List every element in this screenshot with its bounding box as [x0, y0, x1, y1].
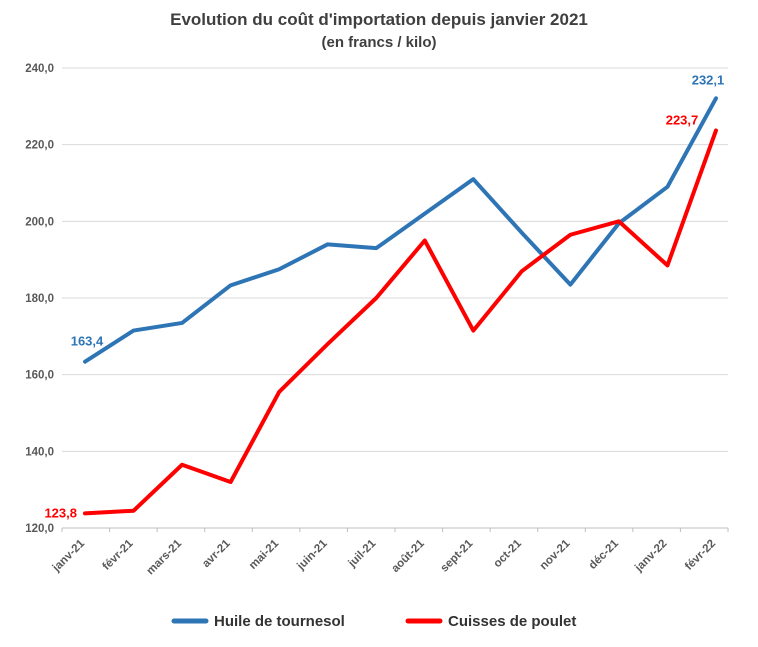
y-axis-labels: 120,0 140,0 160,0 180,0 200,0 220,0 240,0 — [25, 63, 54, 535]
x-tick-label: nov-21 — [538, 537, 573, 572]
legend-label: Huile de tournesol — [214, 613, 345, 630]
x-tick-label: janv-22 — [632, 538, 669, 575]
x-tick-label: juin-21 — [294, 537, 330, 573]
x-tick-label: févr-22 — [683, 538, 718, 573]
x-tick-label: sept-21 — [438, 537, 475, 574]
x-tick-label: août-21 — [389, 537, 427, 575]
y-tick-label: 220,0 — [25, 140, 54, 152]
x-axis-labels: janv-21 févr-21 mars-21 avr-21 mai-21 juin-21… — [50, 528, 729, 577]
x-tick-label: oct-21 — [492, 537, 525, 570]
series-line — [83, 128, 718, 516]
x-tick-label: janv-21 — [50, 537, 88, 575]
series-line — [83, 96, 718, 364]
x-tick-label: mars-21 — [145, 537, 185, 577]
y-tick-label: 200,0 — [25, 216, 54, 228]
x-tick-label: mai-21 — [247, 537, 282, 572]
y-tick-label: 180,0 — [25, 293, 54, 305]
legend-label: Cuisses de poulet — [448, 613, 576, 630]
data-labels: 163,4 232,1 123,8 223,7 — [44, 72, 724, 520]
data-label: 163,4 — [71, 334, 104, 349]
series-lines — [83, 96, 718, 516]
gridlines — [62, 67, 728, 529]
data-label: 123,8 — [44, 505, 77, 520]
y-tick-label: 120,0 — [25, 523, 54, 535]
data-label: 232,1 — [692, 72, 725, 87]
y-tick-label: 160,0 — [25, 370, 54, 382]
data-label: 223,7 — [666, 112, 699, 127]
y-tick-label: 140,0 — [25, 446, 54, 458]
y-tick-label: 240,0 — [25, 63, 54, 75]
x-tick-label: juil-21 — [346, 537, 379, 570]
x-tick-label: déc-21 — [587, 537, 622, 572]
x-tick-label: avr-21 — [200, 537, 233, 570]
chart-title: Evolution du coût d'importation depuis j… — [170, 10, 588, 29]
legend: Huile de tournesol Cuisses de poulet — [171, 613, 576, 630]
x-tick-label: févr-21 — [101, 537, 137, 573]
chart-subtitle: (en francs / kilo) — [321, 34, 436, 51]
